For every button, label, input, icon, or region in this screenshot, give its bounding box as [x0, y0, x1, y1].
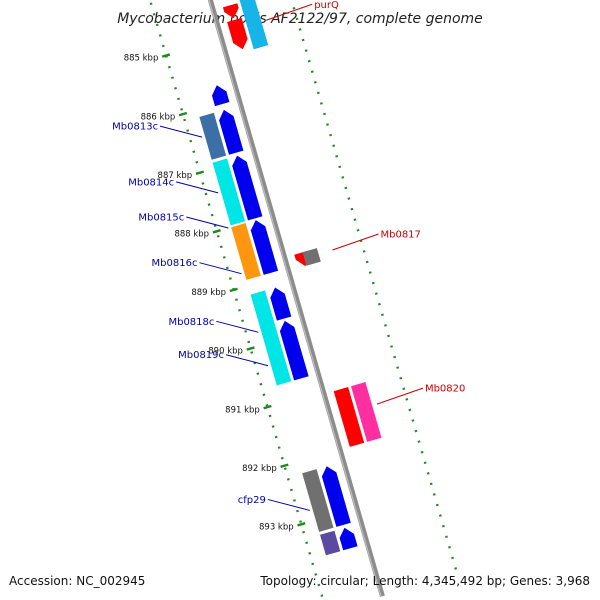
backbone-axis	[207, 0, 385, 597]
gene-label-7[interactable]: Mb0818c	[168, 317, 214, 328]
kbp-tick-label-4: 889 kbp	[191, 288, 226, 298]
gene-feature-21	[320, 530, 341, 556]
gene-feature-16	[279, 320, 309, 381]
kbp-tick-label-8: 893 kbp	[259, 523, 294, 533]
kbp-tick-7	[280, 463, 289, 468]
kbp-tick-label-3: 888 kbp	[174, 230, 209, 240]
kbp-tick-1	[178, 111, 188, 117]
gene-label-4[interactable]: Mb0814c	[128, 177, 174, 188]
gene-label-leader-7	[216, 320, 259, 333]
gene-label-9[interactable]: cfp29	[238, 495, 266, 506]
gene-label-2[interactable]: Mb0820	[425, 384, 465, 395]
genome-axis-highlight	[208, 0, 382, 597]
gene-feature-20	[339, 527, 358, 551]
kbp-tick-label-2: 887 kbp	[158, 171, 193, 181]
gene-label-leader-3	[159, 125, 203, 138]
gene-label-8[interactable]: Mb0819c	[178, 350, 224, 361]
gene-feature-18	[321, 466, 351, 527]
feature-track	[199, 0, 382, 556]
kbp-tick-4	[229, 287, 238, 293]
kbp-tick-label-0: 885 kbp	[124, 54, 159, 64]
gene-label-leader-1	[332, 233, 379, 251]
gene-feature-8	[212, 85, 230, 107]
kbp-tick-2	[195, 170, 205, 175]
gene-feature-9	[219, 109, 244, 155]
ruler-guides	[149, 0, 459, 600]
kbp-tick-label-5: 890 kbp	[208, 347, 243, 357]
gene-label-leader-6	[199, 262, 242, 275]
gene-label-6[interactable]: Mb0816c	[152, 258, 198, 269]
gene-label-leader-5	[186, 216, 229, 229]
map-title: Mycobacterium bovis AF2122/97, complete …	[117, 11, 483, 27]
kbp-tick-label-1: 886 kbp	[141, 112, 176, 122]
gene-feature-7	[351, 382, 382, 442]
gene-label-0[interactable]: purQ	[314, 0, 339, 11]
kbp-tick-0	[161, 53, 171, 58]
genome-axis-line	[207, 0, 385, 597]
kbp-tick-label-6: 891 kbp	[225, 405, 260, 415]
gene-label-3[interactable]: Mb0813c	[112, 122, 158, 133]
gene-label-leader-8	[225, 354, 269, 367]
gene-feature-6	[333, 387, 365, 447]
kbp-tick-3	[212, 229, 221, 234]
gene-label-leader-9	[267, 498, 310, 511]
kbp-ruler: 885 kbp 886 kbp 887 kbp 888 kbp 889 kbp 890 k…	[124, 53, 306, 533]
topology-label: Topology: circular; Length: 4,345,492 bp…	[260, 574, 590, 588]
gene-feature-19	[302, 469, 334, 532]
gene-feature-13	[250, 220, 279, 275]
kbp-tick-5	[246, 346, 255, 351]
gene-feature-1	[222, 3, 239, 19]
gene-feature-17	[250, 290, 292, 386]
gene-feature-3	[239, 0, 269, 50]
gene-feature-15	[270, 287, 292, 321]
gene-feature-10	[199, 112, 227, 160]
kbp-tick-6	[263, 404, 272, 410]
gene-label-5[interactable]: Mb0815c	[138, 212, 184, 223]
gene-label-leader-4	[176, 181, 219, 194]
gene-feature-11	[232, 155, 263, 221]
kbp-tick-label-7: 892 kbp	[242, 464, 277, 474]
kbp-tick-8	[297, 522, 306, 527]
gene-label-leader-0	[266, 3, 313, 21]
gene-feature-5	[302, 248, 321, 266]
left-guide-line	[149, 2, 325, 600]
gene-label-leader-2	[376, 387, 424, 405]
gene-labels: purQ Mb0817 Mb0820 Mb0813c Mb0814c Mb0815c Mb0…	[112, 0, 465, 511]
gene-feature-2	[227, 17, 248, 50]
gene-feature-14	[231, 223, 261, 280]
right-guide-line	[290, 0, 459, 575]
accession-label: Accession: NC_002945	[9, 574, 146, 588]
gene-label-1[interactable]: Mb0817	[380, 229, 420, 240]
gene-feature-12	[212, 158, 246, 226]
